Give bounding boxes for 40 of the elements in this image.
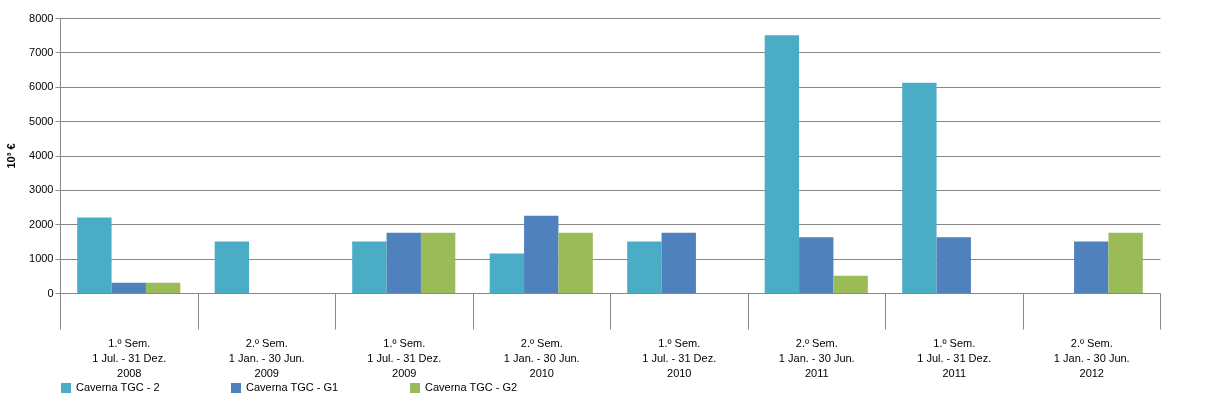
bar	[799, 237, 834, 293]
bar	[386, 232, 421, 293]
x-tick-label: 1.º Sem. 1 Jul. - 31 Dez. 2010	[642, 336, 717, 379]
y-tick-label: 1000	[29, 252, 54, 265]
bar	[214, 241, 250, 293]
x-tick-label: 2.º Sem. 1 Jan. - 30 Jun. 2010	[503, 336, 580, 379]
bar	[558, 232, 593, 293]
y-axis-title: 10³ €	[5, 143, 18, 169]
bar	[1108, 232, 1143, 293]
x-tick-label: 2.º Sem. 1 Jan. - 30 Jun. 2009	[228, 336, 305, 379]
bar	[489, 253, 525, 293]
bar	[420, 232, 456, 293]
bar	[627, 241, 662, 293]
y-tick-label: 7000	[29, 45, 54, 58]
bar	[833, 275, 868, 293]
bar	[111, 282, 146, 293]
x-tick-label: 1.º Sem. 1 Jul. - 31 Dez. 2009	[367, 336, 442, 379]
y-tick-label: 3000	[29, 183, 54, 196]
y-tick-label: 6000	[29, 80, 54, 93]
legend-label: Caverna TGC - G2	[425, 381, 518, 393]
y-tick-label: 4000	[29, 149, 54, 161]
bar	[764, 35, 800, 293]
bar	[661, 232, 696, 293]
y-tick-label: 0	[47, 286, 54, 299]
bar	[902, 82, 937, 293]
y-tick-label: 5000	[29, 114, 54, 127]
y-tick-label: 8000	[29, 11, 54, 24]
bar	[145, 282, 181, 293]
x-tick-label: 1.º Sem. 1 Jul. - 31 Dez. 2008	[92, 336, 167, 379]
bar	[77, 217, 112, 293]
x-tick-label: 2.º Sem. 1 Jan. - 30 Jun. 2011	[778, 336, 855, 379]
bar	[352, 241, 387, 293]
y-tick-label: 2000	[29, 217, 54, 230]
bar	[1074, 241, 1109, 293]
bar	[524, 215, 559, 293]
legend-label: Caverna TGC - 2	[76, 381, 160, 393]
bar	[936, 237, 971, 293]
legend-label: Caverna TGC - G1	[246, 381, 339, 393]
x-tick-label: 1.º Sem. 1 Jul. - 31 Dez. 2011	[917, 336, 992, 379]
x-tick-label: 2.º Sem. 1 Jan. - 30 Jun. 2012	[1053, 336, 1130, 379]
